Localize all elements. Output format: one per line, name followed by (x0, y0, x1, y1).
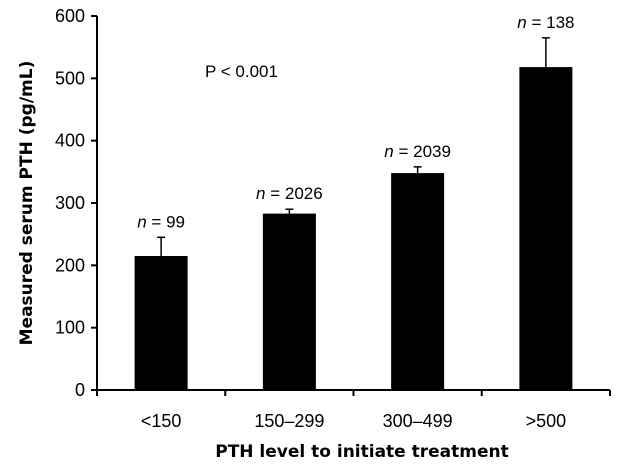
x-tick-label: 300–499 (383, 411, 453, 431)
y-tick-label: 300 (55, 193, 85, 213)
x-tick-label: 150–299 (254, 411, 324, 431)
bars (134, 67, 573, 390)
x-tick-label: >500 (526, 411, 567, 431)
n-label: n = 2039 (384, 142, 451, 161)
bar (262, 213, 316, 390)
bar (391, 173, 445, 390)
y-tick-label: 100 (55, 318, 85, 338)
y-axis: 0 100 200 300 400 500 600 (55, 6, 98, 400)
y-tick-label: 200 (55, 255, 85, 275)
y-tick-label: 500 (55, 68, 85, 88)
n-labels: n = 99 n = 2026 n = 2039 n = 138 (137, 13, 574, 231)
y-tick-label: 0 (75, 380, 85, 400)
x-tick-label: <150 (141, 411, 182, 431)
n-label: n = 2026 (256, 184, 323, 203)
error-bars (157, 37, 550, 256)
bar (519, 67, 573, 390)
p-value-annotation: P < 0.001 (205, 62, 278, 81)
y-axis-title: Measured serum PTH (pg/mL) (17, 61, 37, 346)
x-axis: <150 150–299 300–499 >500 (96, 389, 611, 431)
y-tick-label: 600 (55, 6, 85, 26)
n-label: n = 99 (137, 212, 185, 231)
x-axis-title: PTH level to initiate treatment (215, 442, 509, 462)
bar (134, 255, 188, 390)
y-tick-label: 400 (55, 131, 85, 151)
n-label: n = 138 (517, 13, 574, 32)
